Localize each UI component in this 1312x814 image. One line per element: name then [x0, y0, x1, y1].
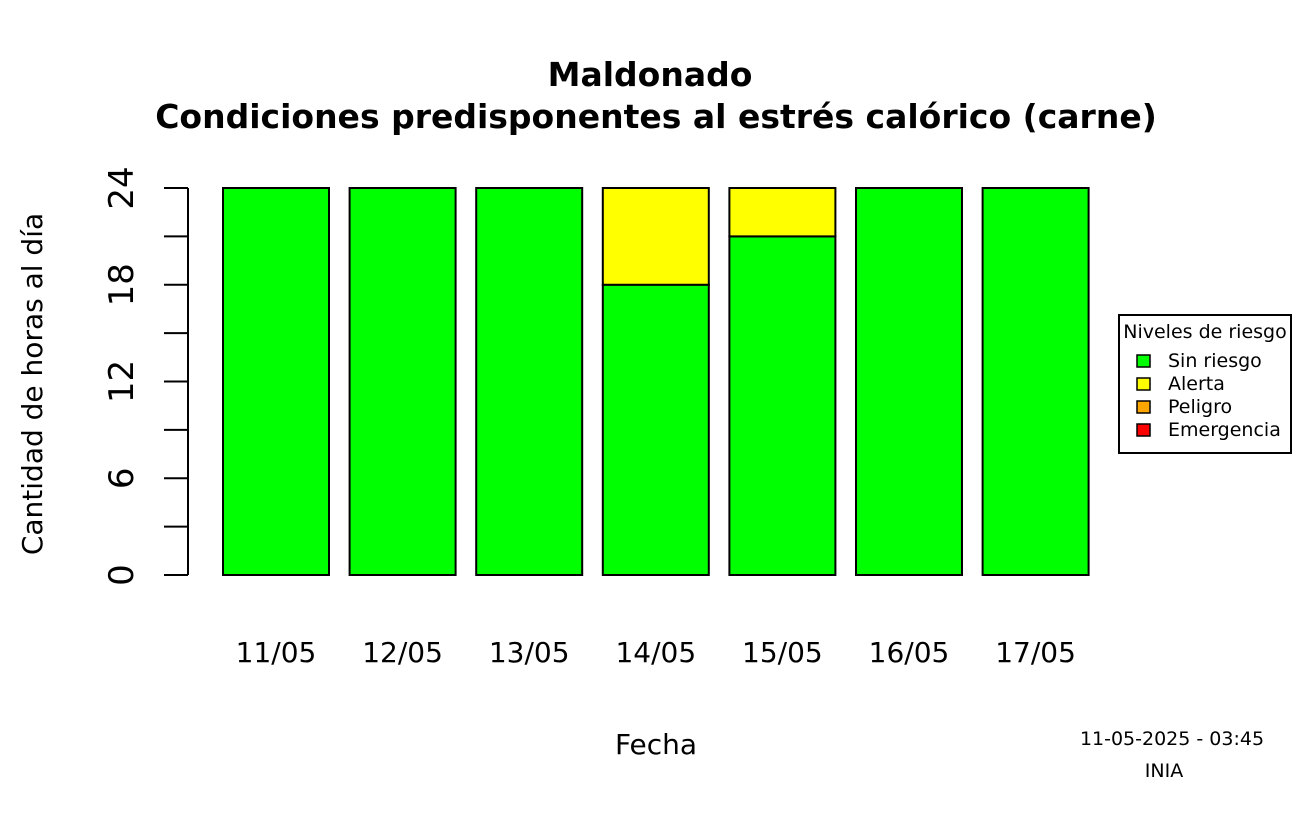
bar-segment [601, 187, 710, 286]
legend-swatch [1136, 400, 1151, 414]
x-axis-label: Fecha [615, 728, 697, 761]
footer-timestamp: 11-05-2025 - 03:45 [1080, 728, 1264, 750]
x-tick-label: 16/05 [869, 636, 950, 669]
bar-segment [728, 187, 837, 238]
footer-source: INIA [1145, 760, 1183, 782]
bar-segment [601, 283, 710, 576]
x-tick-label: 17/05 [995, 636, 1076, 669]
bars [222, 187, 1090, 576]
legend-box [1118, 314, 1292, 454]
bar-segment [222, 187, 330, 576]
legend-swatch [1136, 377, 1151, 391]
legend-label: Peligro [1168, 396, 1232, 418]
y-tick-label: 24 [102, 166, 142, 209]
x-tick-label: 13/05 [489, 636, 570, 669]
bar-segment [348, 187, 457, 576]
y-tick-label: 12 [102, 360, 142, 403]
legend-label: Sin riesgo [1168, 350, 1262, 372]
y-axis: 0 6 12 18 24 [102, 166, 189, 586]
legend-label: Emergencia [1168, 419, 1281, 441]
bar-segment [728, 235, 837, 576]
bar-segment [475, 187, 584, 576]
chart-subtitle: Condiciones predisponentes al estrés cal… [155, 97, 1157, 136]
bar-segment [981, 187, 1090, 576]
x-tick-label: 14/05 [615, 636, 696, 669]
bar-segment [855, 187, 963, 576]
chart-title: Maldonado [548, 55, 753, 94]
x-tick-label: 12/05 [362, 636, 443, 669]
x-tick-label: 11/05 [236, 636, 317, 669]
legend-swatch [1136, 354, 1151, 368]
legend-label: Alerta [1168, 373, 1225, 395]
legend: Niveles de riesgo Sin riesgoAlertaPeligr… [1118, 314, 1292, 454]
legend-title: Niveles de riesgo [1123, 321, 1287, 343]
y-tick-label: 0 [102, 564, 142, 586]
y-tick-label: 18 [102, 263, 142, 306]
x-tick-label: 15/05 [742, 636, 823, 669]
x-tick-labels: 11/05 12/05 13/05 14/05 15/05 16/05 17/05 [236, 636, 1076, 669]
y-axis-label: Cantidad de horas al día [16, 213, 49, 555]
legend-swatch [1136, 423, 1151, 437]
y-tick-label: 6 [102, 467, 142, 489]
